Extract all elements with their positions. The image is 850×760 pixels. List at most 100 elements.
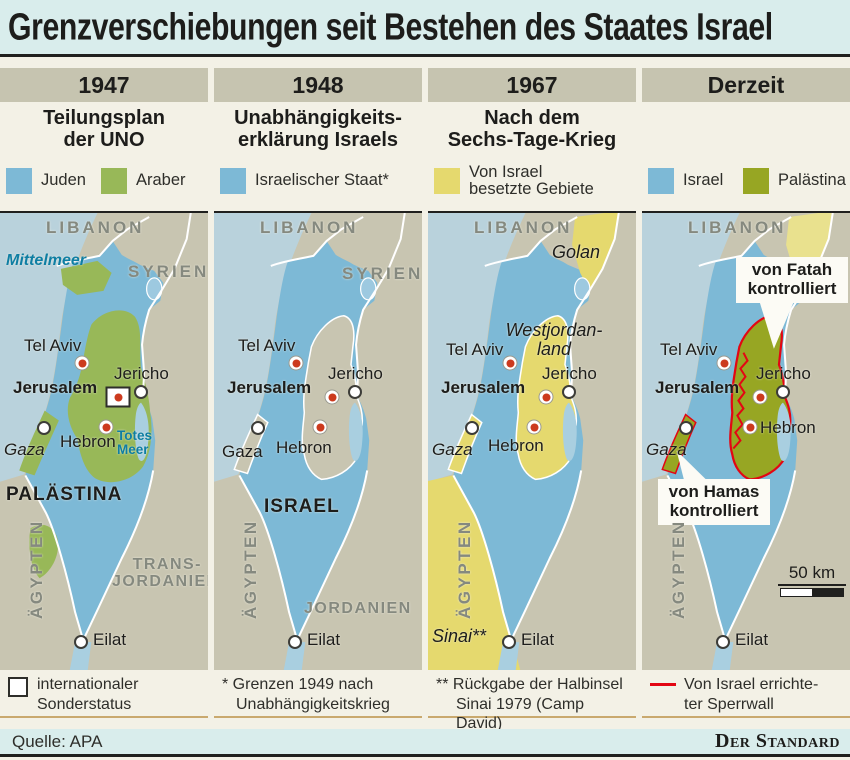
source-label: Quelle: APA <box>12 731 103 751</box>
label-jericho: Jericho <box>114 364 169 383</box>
gulf-of-aqaba <box>711 642 734 670</box>
legend-entry: Israel <box>648 168 743 194</box>
city-marker-jerusalem <box>538 389 554 405</box>
panel-1948-year: 1948 <box>214 68 422 102</box>
special-status-icon <box>8 677 28 697</box>
label-eilat: Eilat <box>307 630 341 649</box>
footnote-text: internationaler Sonderstatus <box>37 676 139 713</box>
legend-swatch-israel-state <box>220 168 246 194</box>
legend-entry: Araber <box>101 168 186 194</box>
dead-sea <box>776 402 791 461</box>
label-jerusalem: Jerusalem <box>227 378 312 397</box>
city-marker-eilat <box>288 635 302 649</box>
label-hebron: Hebron <box>60 432 116 451</box>
separation-wall-line <box>732 352 749 450</box>
fatah-callout-pointer <box>758 298 795 349</box>
mediterranean-sea <box>214 213 312 482</box>
legend-label: Israel <box>683 171 724 190</box>
city-marker-hebron <box>312 419 328 435</box>
map-derzeit: LIBANON von Fatah kontrolliert Tel Aviv … <box>642 211 850 670</box>
city-marker-tel-aviv <box>502 355 518 371</box>
hamas-callout-pointer <box>676 450 709 483</box>
city-marker-tel-aviv <box>716 355 732 371</box>
legend-label: Palästina <box>778 171 846 190</box>
city-marker-hebron <box>742 419 758 435</box>
map-1948: LIBANON SYRIEN Tel Aviv Jerusalem Jerich… <box>214 211 422 670</box>
page-title: Grenzverschiebungen seit Bestehen des St… <box>8 4 773 49</box>
label-syrien: SYRIEN <box>342 264 422 283</box>
scale-bar-graphic <box>780 588 844 597</box>
label-jordanien: JORDANIEN <box>304 600 412 617</box>
label-golan: Golan <box>552 242 601 262</box>
wall-line-icon <box>650 683 676 686</box>
label-jericho: Jericho <box>542 364 597 383</box>
footnote-derzeit: Von Israel errichte- ter Sperrwall <box>642 670 850 718</box>
map-1967: LIBANON Golan Westjordan- land Tel Aviv … <box>428 211 636 670</box>
panel-derzeit-legend: Israel Palästina <box>642 157 850 211</box>
panel-1948: 1948 Unabhängigkeits- erklärung Israels … <box>214 60 422 718</box>
legend-swatch-israel <box>648 168 674 194</box>
panel-1947-subtitle: Teilungsplan der UNO <box>43 107 165 152</box>
label-mittelmeer: Mittelmeer <box>6 252 87 269</box>
label-libanon: LIBANON <box>260 218 359 237</box>
label-eilat: Eilat <box>735 630 769 649</box>
footnote-1967: ** Rückgabe der Halbinsel Sinai 1979 (Ca… <box>428 670 636 732</box>
label-sinai: Sinai** <box>432 626 487 646</box>
sea-of-galilee <box>574 277 591 301</box>
map-1947-svg <box>0 213 208 670</box>
legend-entry: Palästina <box>743 168 846 194</box>
legend-swatch-arabs <box>101 168 127 194</box>
country-borders <box>24 213 192 641</box>
title-bar: Grenzverschiebungen seit Bestehen des St… <box>0 0 850 57</box>
legend-swatch-jews <box>6 168 32 194</box>
city-marker-jerusalem <box>324 389 340 405</box>
legend-entry: Israelischer Staat* <box>220 168 389 194</box>
scale-bar: 50 km <box>778 563 846 597</box>
footnote-1948: * Grenzen 1949 nach Unabhängigkeitskrieg <box>214 670 422 718</box>
panel-1967-year: 1967 <box>428 68 636 102</box>
label-tel-aviv: Tel Aviv <box>24 336 82 355</box>
legend-label: Juden <box>41 171 86 190</box>
legend-entry: Juden <box>6 168 101 194</box>
label-jerusalem: Jerusalem <box>13 378 98 397</box>
panels-container: 1947 Teilungsplan der UNO Juden Araber <box>0 60 850 732</box>
city-marker-hebron <box>526 419 542 435</box>
arab-galilee <box>60 260 112 295</box>
city-marker-gaza <box>465 421 479 435</box>
panel-1947-legend: Juden Araber <box>0 157 208 211</box>
label-jerusalem: Jerusalem <box>441 378 526 397</box>
city-marker-jericho <box>776 385 790 399</box>
footnote-1947: internationaler Sonderstatus <box>0 670 208 718</box>
label-libanon: LIBANON <box>688 218 787 237</box>
label-transjordanien: TRANS- JORDANIEN <box>112 556 208 590</box>
city-marker-eilat <box>74 635 88 649</box>
footnote-text: Von Israel errichte- ter Sperrwall <box>684 676 819 713</box>
label-tel-aviv: Tel Aviv <box>660 340 718 359</box>
dead-sea <box>562 402 577 461</box>
label-palaestina: PALÄSTINA <box>6 484 123 505</box>
hamas-callout: von Hamas kontrolliert <box>658 479 770 526</box>
panel-derzeit: Derzeit Israel Palästina <box>642 60 850 718</box>
label-hebron: Hebron <box>276 438 332 457</box>
footnote-text: * Grenzen 1949 nach Unabhängigkeitskrieg <box>222 676 390 713</box>
label-hebron: Hebron <box>760 418 816 437</box>
label-israel: ISRAEL <box>264 496 340 517</box>
label-tel-aviv: Tel Aviv <box>238 336 296 355</box>
fatah-callout: von Fatah kontrolliert <box>736 257 848 304</box>
country-borders <box>238 213 406 641</box>
city-marker-gaza <box>37 421 51 435</box>
arab-negev <box>29 524 59 579</box>
label-eilat: Eilat <box>521 630 555 649</box>
scale-label: 50 km <box>778 563 846 586</box>
sinai-occupied <box>428 475 521 670</box>
panel-derzeit-subtitle <box>642 102 850 157</box>
label-aegypten: ÄGYPTEN <box>455 519 474 619</box>
label-eilat: Eilat <box>93 630 127 649</box>
legend-label: Araber <box>136 171 186 190</box>
label-totes-meer: Totes Meer <box>117 428 153 457</box>
city-marker-jericho <box>134 385 148 399</box>
mediterranean-sea <box>0 213 98 482</box>
label-libanon: LIBANON <box>46 218 145 237</box>
mediterranean-sea <box>428 213 526 482</box>
city-marker-jericho <box>562 385 576 399</box>
